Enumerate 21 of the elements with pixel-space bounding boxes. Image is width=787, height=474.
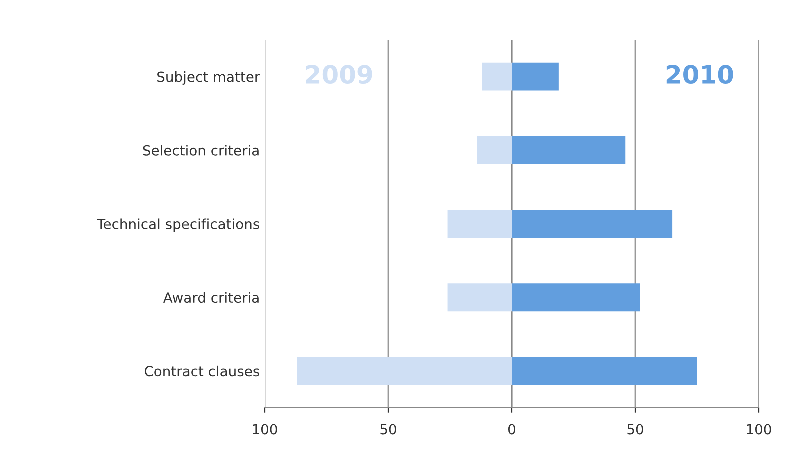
x-tick-label: 100 <box>747 424 772 435</box>
y-tick-label: Technical specifications <box>97 218 260 232</box>
y-tick-label: Selection criteria <box>143 145 259 156</box>
bar <box>448 284 512 312</box>
y-tick-label: Contract clauses <box>144 366 260 377</box>
text: 2010 <box>666 65 734 84</box>
bar <box>512 210 673 238</box>
x-tick-label: 100 <box>253 424 278 435</box>
x-tick-label: 50 <box>380 424 396 435</box>
x-tick-label: 0 <box>508 424 516 435</box>
bar <box>482 62 512 91</box>
bar <box>512 284 640 312</box>
y-tick-label: Award criteria <box>163 292 259 304</box>
bar <box>448 210 512 238</box>
x-tick-label: 50 <box>628 424 644 435</box>
y-tick-label: Subject matter <box>158 72 260 85</box>
bar <box>512 62 559 91</box>
bar <box>512 357 698 386</box>
bar <box>477 136 512 164</box>
bar <box>512 136 626 164</box>
bar <box>297 357 512 386</box>
